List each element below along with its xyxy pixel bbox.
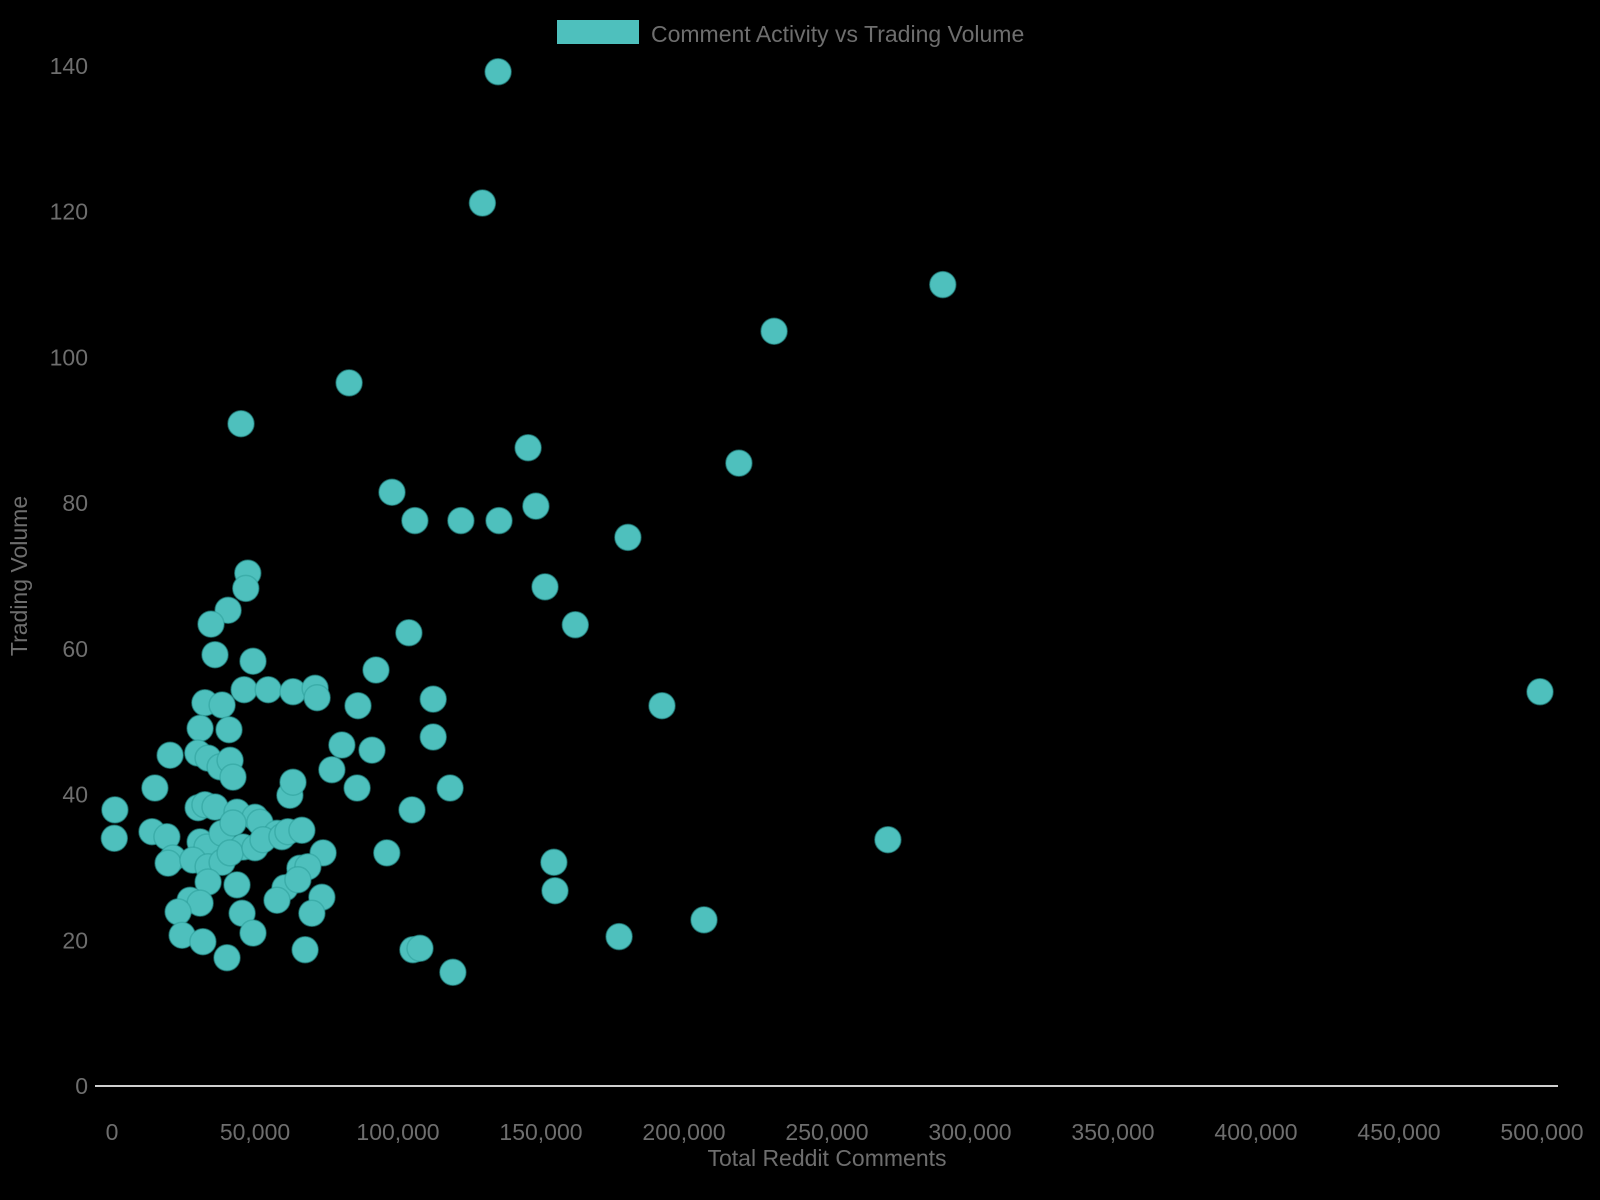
scatter-point bbox=[605, 922, 633, 951]
scatter-point bbox=[189, 927, 217, 956]
scatter-point bbox=[141, 774, 169, 802]
scatter-point bbox=[201, 640, 229, 669]
scatter-point bbox=[216, 839, 244, 867]
scatter-point bbox=[929, 270, 957, 299]
scatter-point bbox=[436, 774, 464, 802]
x-tick-label: 400,000 bbox=[1214, 1119, 1297, 1145]
x-tick-label: 150,000 bbox=[499, 1119, 582, 1145]
scatter-point bbox=[419, 723, 447, 751]
scatter-point bbox=[540, 848, 568, 877]
scatter-point bbox=[223, 871, 251, 899]
y-tick-label: 100 bbox=[50, 344, 88, 370]
scatter-point bbox=[230, 675, 258, 704]
scatter-point bbox=[288, 816, 316, 845]
y-axis-title: Trading Volume bbox=[6, 496, 32, 656]
scatter-point bbox=[100, 824, 129, 853]
scatter-point bbox=[232, 574, 260, 603]
scatter-point bbox=[215, 715, 243, 744]
scatter-point bbox=[760, 317, 788, 345]
scatter-point bbox=[291, 936, 319, 964]
x-tick-label: 300,000 bbox=[928, 1119, 1011, 1145]
scatter-point bbox=[874, 825, 902, 854]
scatter-point bbox=[725, 449, 753, 477]
scatter-point bbox=[484, 58, 512, 86]
scatter-point bbox=[279, 768, 307, 796]
x-axis-title: Total Reddit Comments bbox=[707, 1145, 946, 1171]
scatter-point bbox=[328, 731, 356, 759]
scatter-point bbox=[398, 796, 426, 824]
y-tick-label: 40 bbox=[62, 782, 88, 808]
x-tick-label: 50,000 bbox=[220, 1119, 290, 1145]
scatter-point bbox=[343, 774, 371, 802]
scatter-point bbox=[485, 506, 513, 535]
legend-label: Comment Activity vs Trading Volume bbox=[651, 21, 1024, 47]
scatter-point bbox=[101, 796, 129, 824]
scatter-point bbox=[344, 691, 372, 720]
x-tick-label: 350,000 bbox=[1071, 1119, 1154, 1145]
scatter-point bbox=[208, 691, 236, 719]
scatter-point bbox=[401, 506, 429, 535]
y-tick-label: 80 bbox=[62, 490, 88, 516]
scatter-point bbox=[419, 685, 447, 713]
x-tick-label: 250,000 bbox=[785, 1119, 868, 1145]
scatter-point bbox=[406, 934, 434, 963]
scatter-point bbox=[514, 434, 542, 462]
y-tick-labels: 0 20 40 60 80 100 120 140 bbox=[50, 53, 88, 1099]
x-tick-label: 100,000 bbox=[356, 1119, 439, 1145]
scatter-point bbox=[447, 506, 475, 535]
x-tick-label: 200,000 bbox=[642, 1119, 725, 1145]
scatter-point bbox=[362, 656, 390, 684]
legend: Comment Activity vs Trading Volume bbox=[557, 20, 1024, 47]
scatter-point bbox=[164, 898, 192, 926]
scatter-point bbox=[1526, 678, 1554, 706]
scatter-point bbox=[156, 741, 184, 769]
y-tick-label: 120 bbox=[50, 199, 88, 225]
scatter-point bbox=[541, 876, 569, 905]
scatter-point bbox=[531, 573, 559, 601]
y-tick-label: 0 bbox=[75, 1073, 88, 1099]
scatter-point bbox=[263, 886, 291, 914]
scatter-point bbox=[298, 899, 326, 928]
x-tick-label: 0 bbox=[106, 1119, 119, 1145]
scatter-point bbox=[335, 369, 363, 397]
scatter-point bbox=[213, 944, 241, 972]
scatter-point bbox=[186, 714, 214, 743]
scatter-point bbox=[239, 647, 267, 675]
scatter-point bbox=[219, 809, 247, 837]
scatter-point bbox=[154, 849, 182, 877]
scatter-point bbox=[254, 675, 282, 704]
scatter-point bbox=[197, 610, 225, 638]
scatter-point bbox=[468, 189, 497, 217]
scatter-point bbox=[358, 736, 386, 764]
scatter-point bbox=[219, 763, 247, 791]
scatter-point bbox=[318, 756, 346, 784]
scatter-point bbox=[690, 906, 718, 934]
y-tick-label: 60 bbox=[62, 636, 88, 662]
scatter-point bbox=[614, 523, 642, 552]
y-tick-label: 20 bbox=[62, 927, 88, 953]
scatter-point bbox=[239, 919, 267, 947]
x-tick-label: 500,000 bbox=[1500, 1119, 1583, 1145]
legend-swatch bbox=[557, 20, 639, 44]
scatter-point bbox=[378, 478, 406, 506]
scatter-points bbox=[100, 58, 1554, 987]
scatter-point bbox=[303, 683, 331, 712]
x-tick-labels: 0 50,000 100,000 150,000 200,000 250,000 300,0… bbox=[106, 1119, 1584, 1145]
scatter-point bbox=[522, 492, 550, 520]
scatter-point bbox=[561, 611, 590, 639]
y-tick-label: 140 bbox=[50, 53, 88, 79]
scatter-point bbox=[439, 958, 467, 987]
scatter-point bbox=[395, 619, 423, 647]
scatter-point bbox=[648, 691, 676, 720]
x-tick-label: 450,000 bbox=[1357, 1119, 1440, 1145]
scatter-point bbox=[284, 866, 312, 894]
scatter-point bbox=[373, 839, 401, 867]
scatter-point bbox=[227, 409, 255, 438]
